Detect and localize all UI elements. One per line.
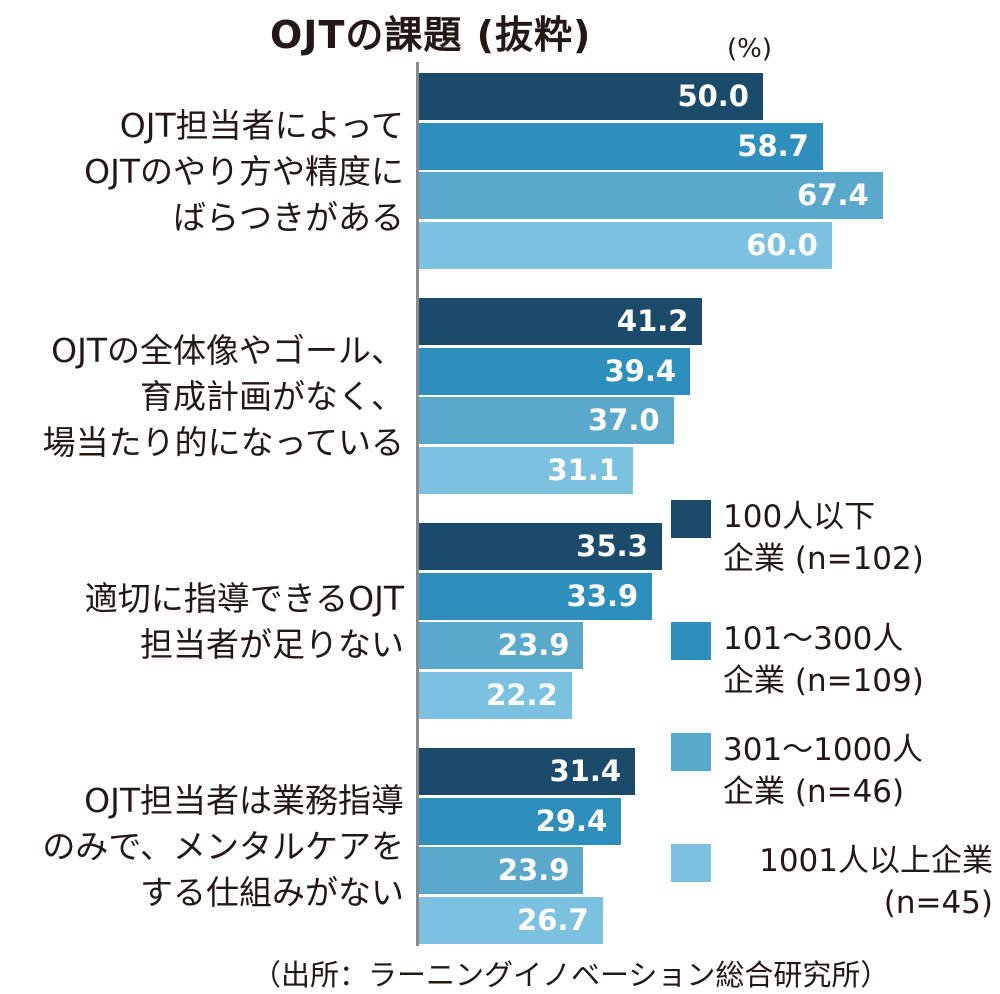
bar-value-label: 29.4 <box>535 803 608 838</box>
bar-value-label: 58.7 <box>737 128 809 163</box>
bar: 58.7 <box>419 122 823 170</box>
bar-value-label: 67.4 <box>797 178 869 212</box>
bar-value-label: 60.0 <box>746 227 818 262</box>
bar-value-label: 33.9 <box>566 578 639 613</box>
unit-label: (%) <box>727 34 772 64</box>
bar-value-label: 50.0 <box>677 79 749 113</box>
bar-value-label: 37.0 <box>587 403 660 437</box>
bar-value-label: 41.2 <box>616 304 689 338</box>
bar: 26.7 <box>419 896 603 944</box>
category-label: 適切に指導できるOJT 担当者が足りない <box>84 579 404 664</box>
category-label: OJT担当者は業務指導 のみで、メンタルケアを する仕組みがない <box>42 781 404 912</box>
bar: 22.2 <box>419 671 572 719</box>
bar: 39.4 <box>419 347 691 395</box>
bar: 23.9 <box>419 622 584 669</box>
legend-label: 100人以下 企業 (n=102) <box>723 499 924 577</box>
legend-label: 301〜1000人 企業 (n=46) <box>723 732 924 810</box>
legend-swatch <box>671 733 711 771</box>
legend-swatch <box>671 844 711 882</box>
legend-label: 1001人以上企業 (n=45) <box>759 843 993 921</box>
bar: 67.4 <box>419 172 883 219</box>
bar: 37.0 <box>419 397 674 444</box>
legend-swatch <box>671 500 711 538</box>
bar: 35.3 <box>419 523 662 570</box>
bar: 50.0 <box>419 73 763 120</box>
category-label: OJT担当者によって OJTのやり方や精度に ばらつきがある <box>84 106 404 237</box>
bar-value-label: 26.7 <box>517 902 589 937</box>
source-note: （出所：ラーニングイノベーション総合研究所） <box>252 958 890 992</box>
category-axis-line <box>416 62 419 946</box>
bar-value-label: 39.4 <box>604 353 677 388</box>
legend-swatch <box>671 622 711 660</box>
bar-value-label: 23.9 <box>497 853 570 887</box>
legend-label: 101〜300人 企業 (n=109) <box>723 621 924 699</box>
bar: 23.9 <box>419 847 584 894</box>
bar-value-label: 31.1 <box>547 452 619 487</box>
category-label: OJTの全体像やゴール、 育成計画がなく、 場当たり的になっている <box>42 331 404 462</box>
bar: 31.4 <box>419 748 636 795</box>
chart-title: OJTの課題 (抜粋) <box>270 13 592 57</box>
bar: 31.1 <box>419 446 633 494</box>
bar-value-label: 31.4 <box>549 754 622 788</box>
bar: 60.0 <box>419 221 832 269</box>
bar: 41.2 <box>419 298 703 345</box>
bar: 33.9 <box>419 572 653 620</box>
bar-value-label: 35.3 <box>576 529 648 563</box>
bar-value-label: 23.9 <box>497 628 570 662</box>
bar-value-label: 22.2 <box>486 677 558 712</box>
bar: 29.4 <box>419 797 622 845</box>
